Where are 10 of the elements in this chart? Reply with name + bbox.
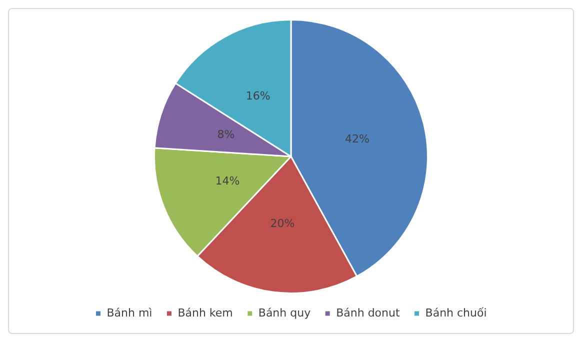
legend-label: Bánh quy (258, 306, 312, 320)
data-label: 42% (345, 132, 370, 146)
legend-label: Bánh kem (178, 306, 233, 320)
data-label: 20% (270, 217, 295, 230)
data-label: 16% (246, 89, 270, 102)
legend-label: Bánh donut (336, 306, 400, 320)
data-label: 14% (215, 174, 240, 188)
legend-label: Bánh chuối (425, 306, 487, 320)
data-label: 8% (217, 128, 235, 142)
legend-label: Bánh mì (106, 306, 152, 320)
